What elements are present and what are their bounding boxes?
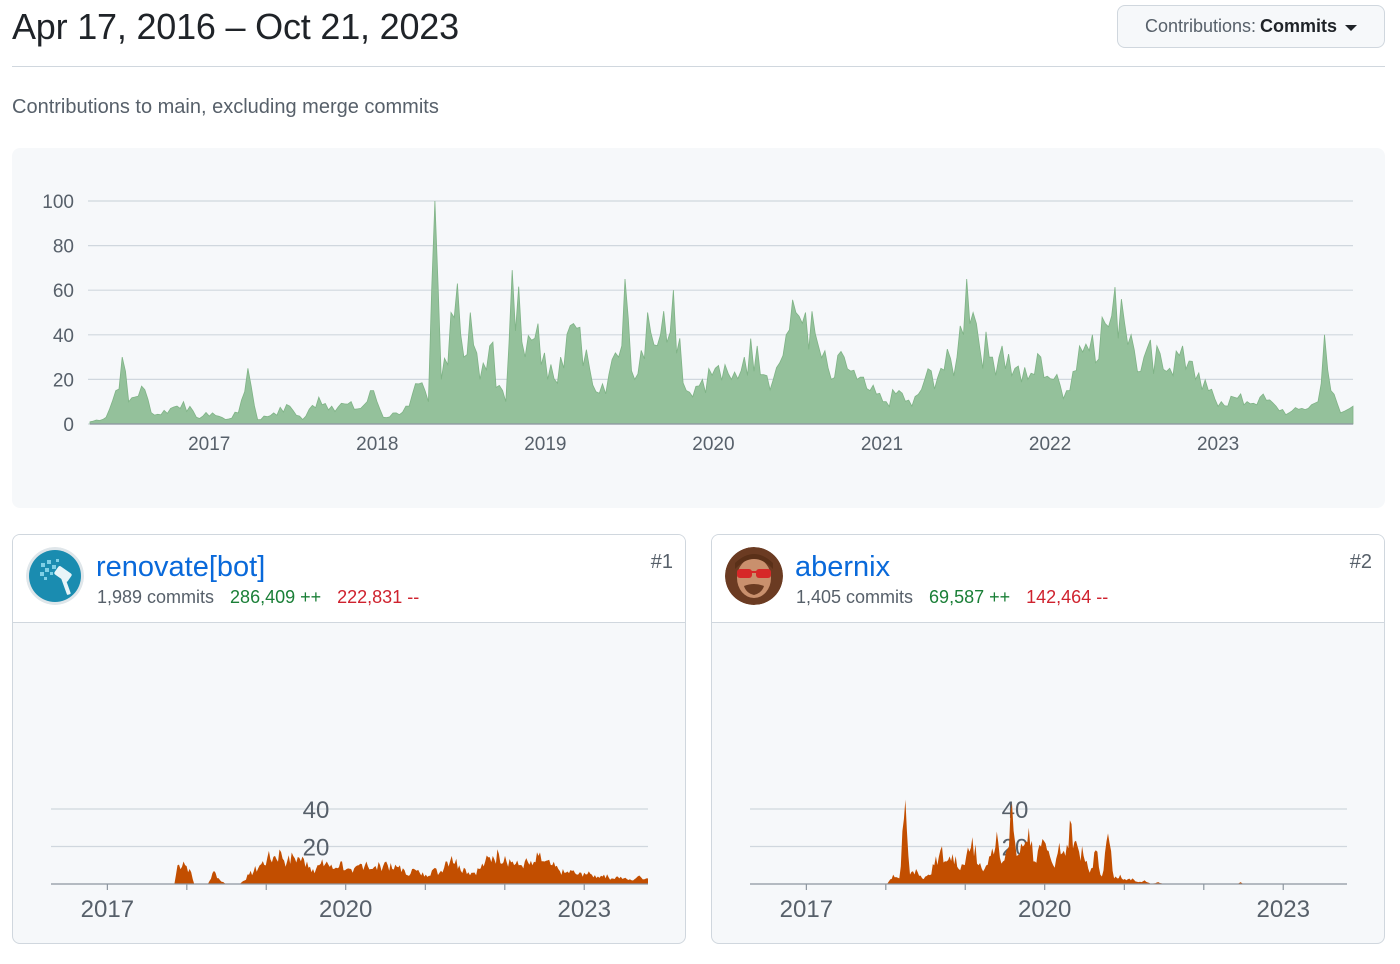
renovate-bot-logo-icon <box>26 547 84 605</box>
contributor-name-link[interactable]: renovate[bot] <box>96 551 266 583</box>
y-tick-label: 60 <box>53 281 74 302</box>
x-tick-label: 2022 <box>1029 434 1071 455</box>
x-tick-label: 2017 <box>188 434 230 455</box>
y-tick-label: 40 <box>303 797 330 824</box>
x-tick-label: 2018 <box>356 434 398 455</box>
x-tick-label: 2019 <box>524 434 566 455</box>
avatar[interactable] <box>26 547 84 605</box>
x-tick-label: 2020 <box>692 434 734 455</box>
x-tick-label: 2020 <box>319 896 372 923</box>
y-tick-label: 0 <box>63 415 74 436</box>
date-range-title: Apr 17, 2016 – Oct 21, 2023 <box>12 6 459 47</box>
contributor-card-abernix: abernix 1,405 commits 69,587 ++ 142,464 --… <box>711 534 1385 944</box>
y-tick-label: 40 <box>53 326 74 347</box>
x-tick-label: 2020 <box>1018 896 1071 923</box>
contributor-card-renovate: renovate[bot] 1,989 commits 286,409 ++ 222… <box>12 534 686 944</box>
additions-count: 69,587 ++ <box>929 587 1011 607</box>
deletions-count: 222,831 -- <box>337 587 420 607</box>
contributor-chart-svg: 20 40 2017 2020 2023 <box>51 797 648 923</box>
contributions-label: Contributions: <box>1144 16 1257 36</box>
contributions-dropdown[interactable]: Contributions: Commits <box>1117 5 1385 48</box>
contributor-stats: 1,405 commits 69,587 ++ 142,464 -- <box>796 587 1108 608</box>
contributor-card-header: renovate[bot] 1,989 commits 286,409 ++ 222… <box>13 535 685 623</box>
contributions-value: Commits <box>1260 16 1338 36</box>
deletions-count: 142,464 -- <box>1026 587 1109 607</box>
contributor-name-link[interactable]: abernix <box>795 551 891 583</box>
commit-count: 1,989 commits <box>97 587 215 607</box>
caret-down-icon <box>1345 24 1358 31</box>
series-area <box>750 799 1347 884</box>
additions-count: 286,409 ++ <box>230 587 322 607</box>
x-tick-label: 2017 <box>780 896 833 923</box>
contributor-rank: #2 <box>1349 551 1372 573</box>
chart-subtitle: Contributions to main, excluding merge c… <box>12 96 439 118</box>
series-area <box>89 200 1354 425</box>
y-tick-label: 80 <box>53 237 74 258</box>
contributor-card-header: abernix 1,405 commits 69,587 ++ 142,464 --… <box>712 535 1384 623</box>
y-tick-label: 20 <box>303 835 330 862</box>
user-photo-icon <box>725 547 783 605</box>
main-contributions-chart: 0 20 40 60 80 100 2017 2018 2019 2020 2021 2022 2023 <box>12 148 1385 508</box>
x-tick-label: 2023 <box>1197 434 1239 455</box>
x-tick-label: 2023 <box>1257 896 1310 923</box>
x-tick-label: 2023 <box>558 896 611 923</box>
series-area <box>51 849 648 884</box>
contributor-stats: 1,989 commits 286,409 ++ 222,831 -- <box>97 587 419 608</box>
page-header: Apr 17, 2016 – Oct 21, 2023 Contribution… <box>12 0 1385 67</box>
y-tick-label: 20 <box>53 370 74 391</box>
y-tick-label: 40 <box>1002 797 1029 824</box>
avatar[interactable] <box>725 547 783 605</box>
x-tick-label: 2021 <box>861 434 903 455</box>
x-tick-label: 2017 <box>81 896 134 923</box>
y-tick-label: 100 <box>42 192 74 213</box>
commit-count: 1,405 commits <box>796 587 914 607</box>
main-chart-svg: 0 20 40 60 80 100 2017 2018 2019 2020 2021 2022 2023 <box>42 192 1354 455</box>
contributor-rank: #1 <box>650 551 673 573</box>
